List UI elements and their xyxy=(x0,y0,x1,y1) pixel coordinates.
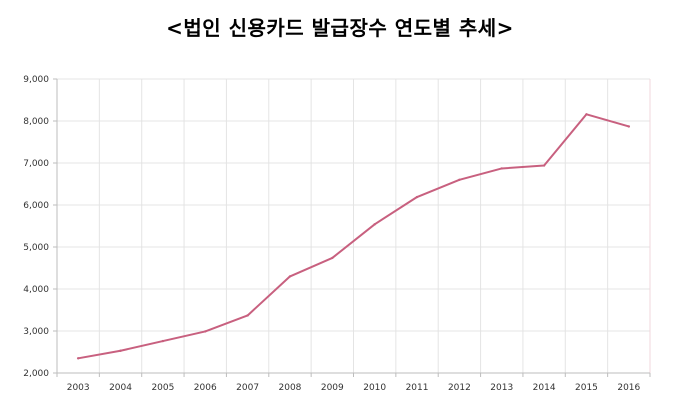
data-point xyxy=(627,125,631,128)
y-tick-label: 3,000 xyxy=(23,327,49,337)
y-tick-label: 2,000 xyxy=(23,369,49,379)
data-point xyxy=(331,256,334,260)
x-tick-label: 2009 xyxy=(321,383,344,393)
x-tick-label: 2011 xyxy=(406,383,429,393)
x-tick-label: 2016 xyxy=(617,383,640,393)
grid-lines xyxy=(57,78,651,373)
data-point xyxy=(76,357,80,360)
data-point xyxy=(585,113,588,116)
data-point xyxy=(542,164,546,167)
data-point xyxy=(119,349,122,352)
y-tick-label: 4,000 xyxy=(23,285,49,295)
y-tick-label: 7,000 xyxy=(23,159,49,169)
data-point xyxy=(204,330,207,333)
y-tick-labels: 2,000 3,000 4,000 5,000 6,000 7,000 8,000 9,000 xyxy=(23,75,49,379)
data-point xyxy=(500,167,503,170)
x-tick-label: 2014 xyxy=(533,383,556,393)
x-tick-label: 2005 xyxy=(151,383,174,393)
axes xyxy=(53,78,651,377)
x-tick-label: 2015 xyxy=(575,383,598,393)
x-tick-label: 2004 xyxy=(109,383,132,393)
series-line xyxy=(77,113,630,360)
data-point xyxy=(373,223,376,226)
y-tick-label: 6,000 xyxy=(23,201,49,211)
series-lines xyxy=(76,113,631,360)
y-tick-label: 9,000 xyxy=(23,75,49,85)
x-tick-label: 2007 xyxy=(236,383,259,393)
data-point xyxy=(288,275,292,278)
data-point xyxy=(415,195,419,199)
x-tick-label: 2003 xyxy=(67,383,90,393)
x-tick-labels: 2003 2004 2005 2006 2007 2008 2009 2010 2011 2012… xyxy=(67,383,641,393)
data-point xyxy=(246,314,249,317)
x-tick-label: 2013 xyxy=(490,383,513,393)
data-point xyxy=(161,339,165,343)
data-point xyxy=(458,178,461,181)
x-tick-label: 2008 xyxy=(279,383,302,393)
y-tick-label: 5,000 xyxy=(23,243,49,253)
chart-title: <법인 신용카드 발급장수 연도별 추세> xyxy=(166,16,514,40)
y-tick-label: 8,000 xyxy=(23,117,49,127)
x-tick-label: 2012 xyxy=(448,383,471,393)
x-tick-label: 2006 xyxy=(194,383,217,393)
x-tick-label: 2010 xyxy=(363,383,386,393)
